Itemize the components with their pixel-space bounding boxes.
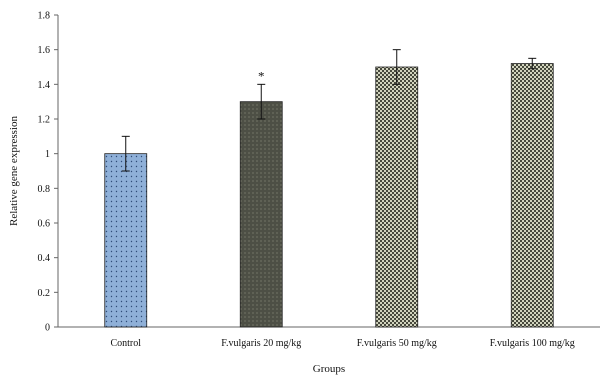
- error-bars-group: [121, 49, 537, 172]
- y-tick-label: 1: [45, 149, 50, 160]
- bars-group: [104, 63, 554, 328]
- x-tick-label: F.vulgaris 50 mg/kg: [357, 338, 437, 349]
- y-tick-label: 1.4: [38, 80, 51, 91]
- labels-group: Control * F.vulgaris 20 mg/kg F.vulgaris 50…: [110, 68, 574, 349]
- y-tick-label: 0.8: [38, 184, 51, 195]
- x-axis-title: Groups: [313, 363, 345, 375]
- y-tick-label: 0.2: [38, 288, 51, 299]
- y-tick-label: 1.2: [38, 115, 51, 126]
- axes: 0 0.2 0.4 0.6 0.8 1 1.2 1.4 1.6 1.8: [38, 11, 600, 334]
- bar: [375, 66, 419, 328]
- x-tick-label: F.vulgaris 20 mg/kg: [221, 338, 301, 349]
- y-tick-label: 0.6: [38, 219, 51, 230]
- bar: [104, 153, 148, 328]
- y-tick-label: 0: [45, 323, 50, 334]
- y-tick-label: 0.4: [38, 253, 51, 264]
- y-tick-label: 1.6: [38, 45, 51, 56]
- x-tick-label: Control: [110, 338, 141, 349]
- bar: [239, 101, 283, 328]
- y-axis-title: Relative gene expression: [8, 116, 20, 226]
- x-tick-label: F.vulgaris 100 mg/kg: [490, 338, 575, 349]
- significance-marker: *: [258, 68, 265, 83]
- y-tick-label: 1.8: [38, 11, 51, 22]
- bar: [510, 63, 554, 328]
